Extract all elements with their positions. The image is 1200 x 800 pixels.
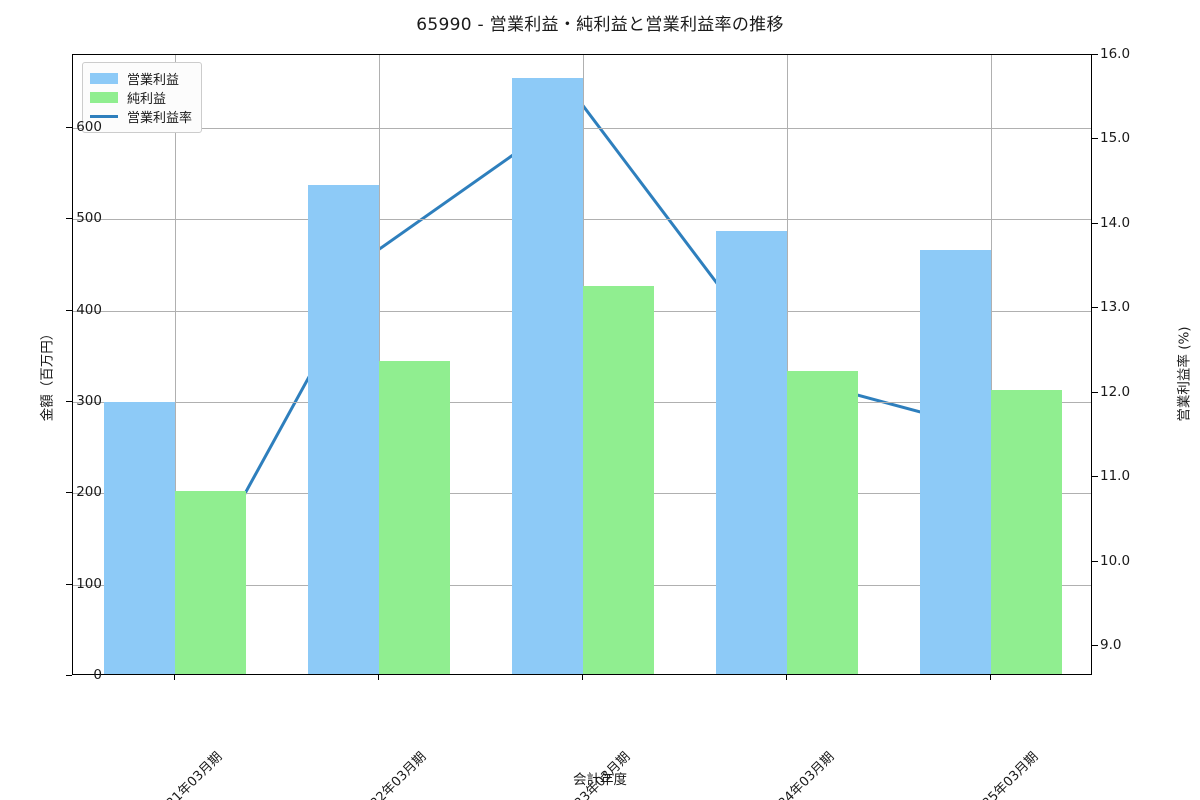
- bar-net-profit: [379, 360, 451, 674]
- y-axis-tick-mark-right: [1092, 222, 1098, 224]
- y-axis-tick-mark-left: [66, 218, 72, 220]
- legend-swatch-operating-profit: [90, 73, 118, 84]
- bar-operating-profit: [103, 401, 175, 674]
- bar-net-profit: [583, 285, 655, 674]
- x-axis-tick-mark: [990, 675, 991, 680]
- y-axis-tick-label-left: 100: [76, 575, 102, 592]
- y-axis-tick-label-right: 9.0: [1100, 637, 1122, 654]
- y-axis-tick-mark-right: [1092, 645, 1098, 647]
- bar-operating-profit: [919, 250, 991, 674]
- y-axis-tick-label-right: 16.0: [1100, 46, 1131, 62]
- y-axis-tick-label-right: 11.0: [1100, 468, 1131, 485]
- y-axis-tick-mark-right: [1092, 391, 1098, 393]
- legend-item-net-profit: 純利益: [90, 88, 192, 107]
- legend-swatch-operating-margin: [90, 115, 118, 118]
- y-axis-tick-mark-left: [66, 583, 72, 585]
- y-axis-tick-mark-left: [66, 127, 72, 129]
- y-axis-tick-mark-right: [1092, 54, 1098, 55]
- y-axis-tick-mark-left: [66, 401, 72, 403]
- legend-item-operating-profit: 営業利益: [90, 69, 192, 88]
- gridline-vertical: [991, 55, 992, 674]
- y-axis-tick-label-left: 500: [76, 210, 102, 227]
- y-axis-tick-mark-right: [1092, 138, 1098, 140]
- legend-item-operating-margin: 営業利益率: [90, 107, 192, 126]
- y-axis-label-right: 営業利益率 (%): [1176, 326, 1193, 422]
- y-axis-tick-label-right: 13.0: [1100, 299, 1131, 316]
- x-axis-tick-mark: [174, 675, 175, 680]
- y-axis-tick-label-right: 12.0: [1100, 383, 1131, 400]
- chart-title: 65990 - 営業利益・純利益と営業利益率の推移: [416, 15, 784, 35]
- bar-operating-profit: [715, 231, 787, 674]
- y-axis-tick-label-left: 400: [76, 301, 102, 318]
- bar-net-profit: [175, 491, 247, 674]
- y-axis-tick-mark-left: [66, 492, 72, 494]
- y-axis-tick-label-left: 0: [93, 667, 102, 683]
- bar-operating-profit: [511, 77, 583, 674]
- bar-net-profit: [787, 370, 859, 674]
- y-axis-tick-label-left: 300: [76, 393, 102, 410]
- bar-net-profit: [991, 389, 1063, 674]
- x-axis-tick-mark: [582, 675, 583, 680]
- legend-label-operating-profit: 営業利益: [127, 73, 180, 88]
- legend-label-net-profit: 純利益: [127, 92, 167, 107]
- x-axis-tick-mark: [378, 675, 379, 680]
- y-axis-tick-mark-left: [66, 309, 72, 311]
- legend-label-operating-margin: 営業利益率: [127, 111, 193, 126]
- x-axis-label: 会計年度: [573, 772, 627, 788]
- y-axis-tick-mark-right: [1092, 307, 1098, 309]
- gridline-vertical: [787, 55, 788, 674]
- gridline-vertical: [175, 55, 176, 674]
- y-axis-tick-mark-left: [66, 675, 72, 676]
- y-axis-tick-label-right: 10.0: [1100, 552, 1131, 569]
- legend-swatch-net-profit: [90, 92, 118, 103]
- chart-legend: 営業利益 純利益 営業利益率: [82, 62, 203, 133]
- plot-area: [72, 54, 1092, 675]
- y-axis-tick-label-right: 14.0: [1100, 214, 1131, 231]
- x-axis-tick-mark: [786, 675, 787, 680]
- y-axis-tick-label-left: 600: [76, 119, 102, 136]
- y-axis-tick-mark-right: [1092, 560, 1098, 562]
- y-axis-tick-label-right: 15.0: [1100, 130, 1131, 147]
- y-axis-tick-label-left: 200: [76, 484, 102, 501]
- y-axis-tick-mark-right: [1092, 476, 1098, 478]
- bar-operating-profit: [307, 184, 379, 674]
